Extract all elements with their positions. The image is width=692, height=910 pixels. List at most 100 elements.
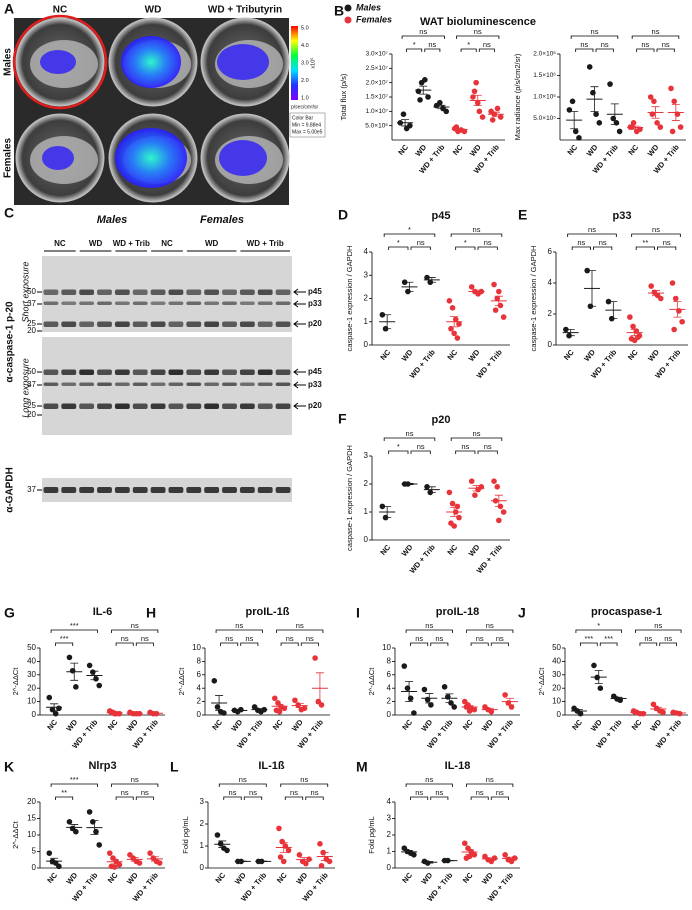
y-tick-label: 8 [387, 657, 392, 666]
data-point [86, 662, 93, 669]
y-tick-label: 2.0×10⁶ [533, 51, 556, 58]
error-bar [425, 693, 434, 704]
data-point [671, 326, 677, 333]
band [150, 487, 166, 493]
significance-bracket [215, 629, 263, 633]
data-point [56, 863, 62, 870]
lane-label: WD + Trib [247, 239, 284, 248]
band [150, 301, 166, 305]
data-point [56, 705, 62, 712]
significance-bracket [410, 642, 429, 646]
band [204, 321, 220, 327]
y-axis-label: 2^-ΔΔCt [11, 667, 20, 696]
data-point [468, 478, 475, 485]
chart-title: p33 [613, 210, 632, 222]
data-point [292, 697, 298, 704]
data-point [116, 710, 123, 717]
band [43, 382, 59, 386]
y-tick-label: 2.0×10⁷ [366, 79, 389, 86]
band [132, 301, 148, 305]
significance-bracket [657, 246, 677, 250]
significance-bracket [280, 783, 329, 787]
highlight-ring [12, 14, 108, 110]
data-point [280, 858, 287, 865]
loading-label: α-GAPDH [5, 467, 16, 513]
y-axis-label: caspase-1 expression / GAPDH [345, 445, 354, 551]
significance-label: ** [642, 238, 648, 247]
lane-label: WD + Trib [113, 239, 150, 248]
band [114, 382, 130, 386]
data-point [461, 840, 468, 847]
significance-label: ns [417, 238, 425, 247]
significance-label: ** [61, 788, 67, 797]
data-point [296, 852, 303, 858]
error-bar [491, 111, 500, 117]
band-label: p45 [308, 367, 322, 376]
error-bar [674, 712, 683, 714]
band [150, 382, 166, 386]
error-bar [383, 506, 392, 518]
data-point [593, 111, 599, 117]
error-bar [215, 695, 224, 711]
band [79, 382, 95, 386]
y-tick-label: 15 [27, 814, 36, 823]
significance-bracket [276, 629, 324, 633]
band [275, 369, 291, 375]
data-point [596, 120, 603, 126]
band [97, 487, 112, 493]
y-tick-label: 4 [548, 278, 553, 287]
y-tick-label: 2 [387, 830, 392, 839]
data-point [468, 284, 475, 290]
band [257, 403, 273, 409]
significance-bracket [580, 642, 598, 646]
error-bar [218, 840, 227, 848]
data-point [448, 325, 454, 332]
data-point [496, 288, 502, 295]
significance-bracket [305, 796, 324, 800]
significance-label: ns [239, 775, 247, 784]
group-label: Males [97, 214, 128, 226]
significance-label: ns [131, 775, 139, 784]
band [61, 321, 77, 327]
significance-bracket [567, 233, 617, 237]
data-point [648, 283, 654, 289]
band [275, 301, 291, 305]
significance-label: ns [235, 621, 243, 630]
band [114, 403, 130, 409]
error-bar [130, 857, 139, 862]
data-point [400, 111, 407, 117]
band [257, 321, 273, 327]
data-point [52, 710, 59, 717]
data-point [679, 318, 685, 325]
marker-label: 20 [27, 326, 36, 335]
band [204, 403, 220, 409]
error-bar [425, 861, 434, 864]
legend-marker [344, 16, 352, 24]
significance-label: ns [417, 442, 425, 451]
data-point [496, 517, 502, 524]
significance-bracket [631, 233, 681, 237]
y-tick-label: 2 [364, 479, 369, 488]
band [79, 289, 95, 295]
significance-bracket [571, 246, 591, 250]
band [132, 321, 148, 327]
marker-label: 37 [27, 485, 36, 494]
data-point [443, 108, 450, 115]
error-bar [465, 849, 474, 855]
data-point [66, 654, 73, 661]
significance-label: ns [484, 442, 492, 451]
significance-bracket [410, 796, 429, 800]
significance-bracket [466, 629, 514, 633]
data-point [276, 825, 282, 832]
significance-bracket [593, 246, 613, 250]
data-point [563, 326, 569, 333]
significance-label: ns [286, 634, 294, 643]
significance-label: ns [245, 634, 253, 643]
y-tick-label: 3 [364, 451, 369, 460]
x-tick-label: NC [570, 717, 584, 732]
band [150, 403, 166, 409]
band [61, 403, 77, 409]
x-tick-label: WD [229, 717, 244, 733]
band [168, 487, 184, 493]
band-arrow [293, 381, 306, 389]
